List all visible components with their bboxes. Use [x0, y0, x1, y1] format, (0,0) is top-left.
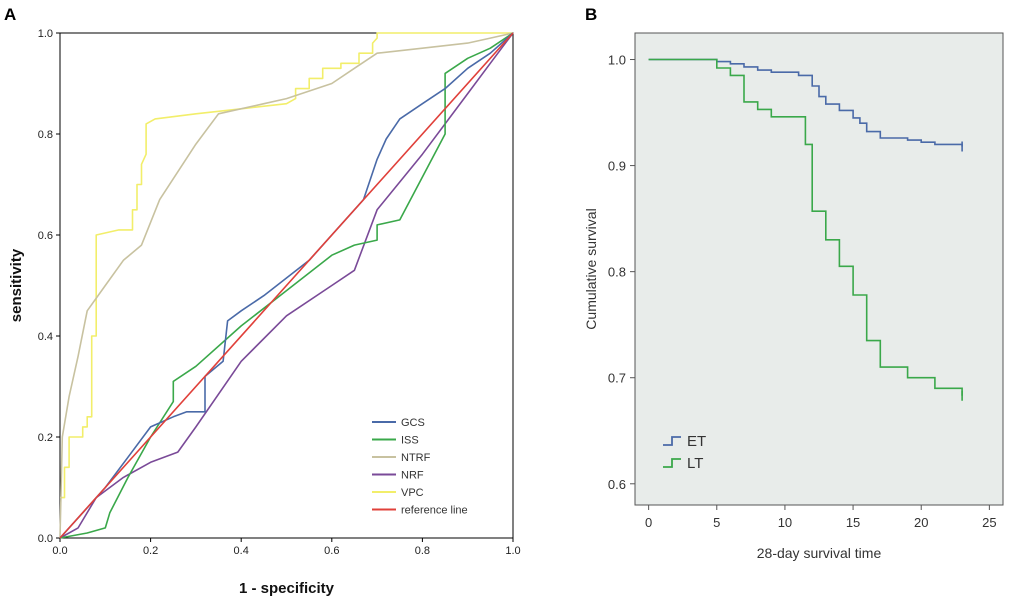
series-line-gcs [59, 32, 514, 539]
x-tick-label-a: 0.0 [52, 545, 67, 557]
legend-swatch-b [663, 458, 681, 468]
x-tick-label-a: 1.0 [505, 545, 520, 557]
plot-area-b [634, 32, 1004, 506]
x-axis-label-b: 28-day survival time [757, 545, 882, 561]
y-tick-label-a: 1.0 [38, 28, 53, 40]
y-axis-label-a: sensitivity [8, 248, 25, 322]
x-tick-label-b: 15 [846, 515, 860, 530]
panel-label-a: A [4, 5, 16, 24]
x-tick-label-b: 25 [982, 515, 996, 530]
survival-chart: 0 5 10 15 20 25 0.6 0.7 0.8 0.9 1.0 28-day survival… [583, 32, 1004, 561]
y-tick-label-b: 0.6 [608, 477, 626, 492]
x-tick-label-a: 0.8 [415, 545, 430, 557]
y-tick-label-a: 0.4 [38, 331, 53, 343]
x-tick-label-a: 0.4 [234, 545, 249, 557]
series-line-reference-line [59, 32, 514, 539]
y-tick-label-a: 0.2 [38, 432, 53, 444]
x-tick-label-b: 20 [914, 515, 928, 530]
legend-label-a: ISS [401, 435, 419, 447]
panel-label-b: B [585, 5, 597, 24]
roc-chart: 0.0 0.2 0.4 0.6 0.8 1.0 0.0 0.2 0.4 0.6 0.8 1.0 1 - … [8, 28, 521, 597]
legend-label-a: NRF [401, 470, 424, 482]
y-tick-label-b: 1.0 [608, 53, 626, 68]
y-tick-label-a: 0.0 [38, 533, 53, 545]
x-tick-label-b: 10 [778, 515, 792, 530]
survival-curve-lt [648, 58, 963, 396]
series-line-vpc [60, 32, 513, 499]
y-tick-label-a: 0.8 [38, 129, 53, 141]
legend-label-a: VPC [401, 487, 424, 499]
x-tick-label-b: 5 [713, 515, 720, 530]
x-tick-label-b: 0 [645, 515, 652, 530]
legend-swatch-b [663, 436, 681, 446]
y-tick-label-b: 0.7 [608, 371, 626, 386]
x-axis-label-a: 1 - specificity [239, 580, 335, 597]
y-tick-label-a: 0.6 [38, 230, 53, 242]
legend-label-a: GCS [401, 417, 425, 429]
x-tick-label-a: 0.2 [143, 545, 158, 557]
legend-label-a: NTRF [401, 452, 431, 464]
y-tick-label-b: 0.9 [608, 159, 626, 174]
legend-label-a: reference line [401, 505, 468, 517]
series-line-ntrf [59, 32, 514, 539]
legend-label-b: LT [687, 455, 703, 472]
x-tick-label-a: 0.6 [324, 545, 339, 557]
y-axis-label-b: Cumulative survival [583, 208, 599, 329]
legend-label-b: ET [687, 433, 706, 450]
y-tick-label-b: 0.8 [608, 265, 626, 280]
series-line-iss [59, 32, 514, 539]
survival-curve-et [648, 58, 963, 147]
